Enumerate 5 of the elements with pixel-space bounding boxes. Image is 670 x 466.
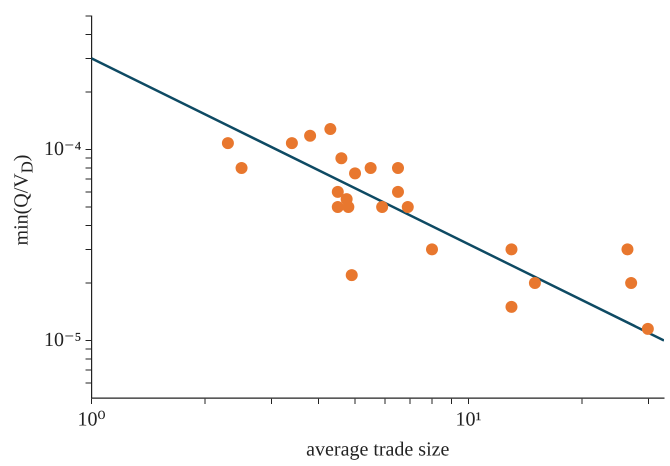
x-axis-title: average trade size <box>306 438 450 460</box>
x-tick-label: 10¹ <box>456 408 482 430</box>
y-tick-label: 10⁻⁴ <box>44 138 82 160</box>
x-tick-label: 10⁰ <box>78 408 106 430</box>
y-tick-label: 10⁻⁵ <box>44 328 82 351</box>
